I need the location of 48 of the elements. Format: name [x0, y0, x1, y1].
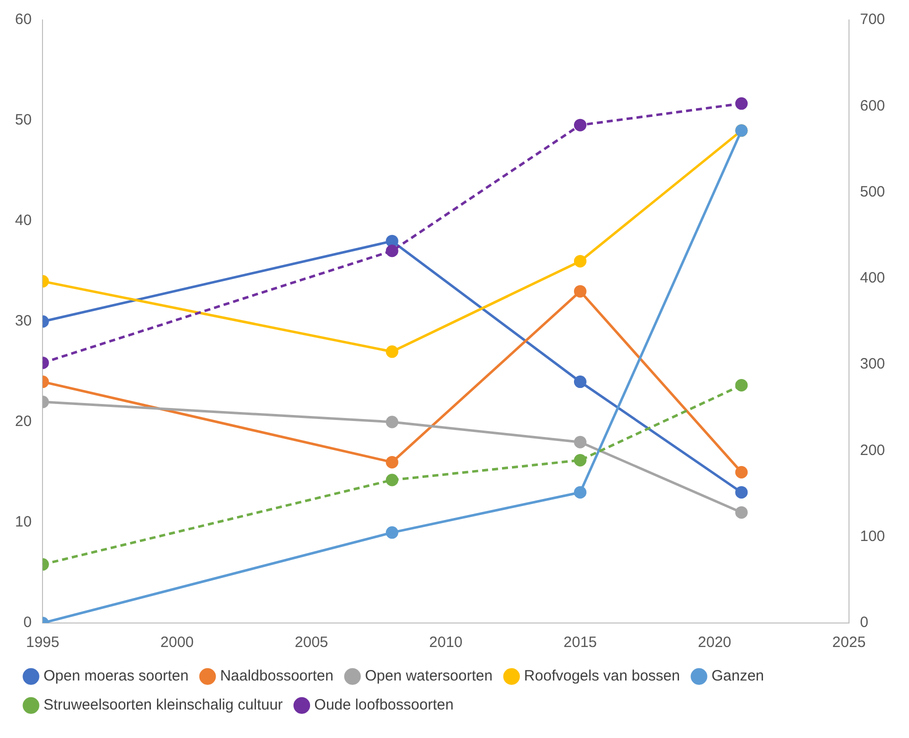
point [386, 416, 398, 428]
legend-label: Ganzen [711, 668, 764, 685]
point [574, 486, 586, 499]
y2-tick-label: 400 [860, 270, 886, 287]
point [735, 506, 748, 519]
x-tick-label: 2025 [832, 634, 866, 652]
y2-tick-label: 600 [860, 97, 886, 114]
point [574, 376, 586, 388]
y2-tick-label: 100 [860, 528, 886, 545]
y-tick-label: 40 [14, 212, 32, 230]
legend-label: Oude loofbossoorten [314, 696, 454, 714]
point [574, 118, 586, 132]
legend-label: Roofvogels van bossen [524, 668, 680, 685]
x-tick-label: 2010 [429, 634, 463, 652]
x-tick-label: 2005 [294, 634, 328, 652]
point [735, 466, 748, 478]
point [574, 254, 586, 268]
y2-tick-label: 700 [860, 11, 886, 28]
y-tick-label: 10 [14, 514, 32, 531]
x-tick-label: 1995 [26, 634, 60, 652]
point [574, 436, 586, 448]
point [574, 285, 586, 298]
point [386, 234, 398, 248]
y-tick-label: 60 [14, 11, 32, 28]
legend-label: Struweelsoorten kleinschalig cultuur [44, 696, 283, 714]
y-tick-label: 50 [14, 112, 32, 129]
point [574, 454, 586, 466]
x-tick-label: 2015 [564, 634, 597, 652]
y2-tick-label: 300 [860, 356, 886, 373]
point [386, 456, 398, 468]
y-tick-label: 30 [14, 312, 32, 330]
legend-label: Open moeras soorten [44, 668, 189, 685]
legend-label: Open watersoorten [364, 668, 493, 685]
y2-tick-label: 200 [860, 442, 886, 459]
y2-tick-label: 500 [860, 183, 886, 200]
y2-tick-label: 0 [860, 614, 868, 632]
y-tick-label: 20 [14, 413, 32, 430]
x-tick-label: 2020 [698, 634, 732, 652]
x-tick-label: 2000 [160, 634, 194, 652]
point [386, 474, 398, 486]
point [735, 486, 748, 499]
y-tick-label: 0 [23, 614, 32, 632]
point [386, 526, 398, 539]
point [386, 345, 398, 358]
legend-label: Naaldbossoorten [220, 668, 334, 685]
point [735, 97, 748, 110]
point [735, 378, 748, 392]
point [386, 244, 398, 258]
